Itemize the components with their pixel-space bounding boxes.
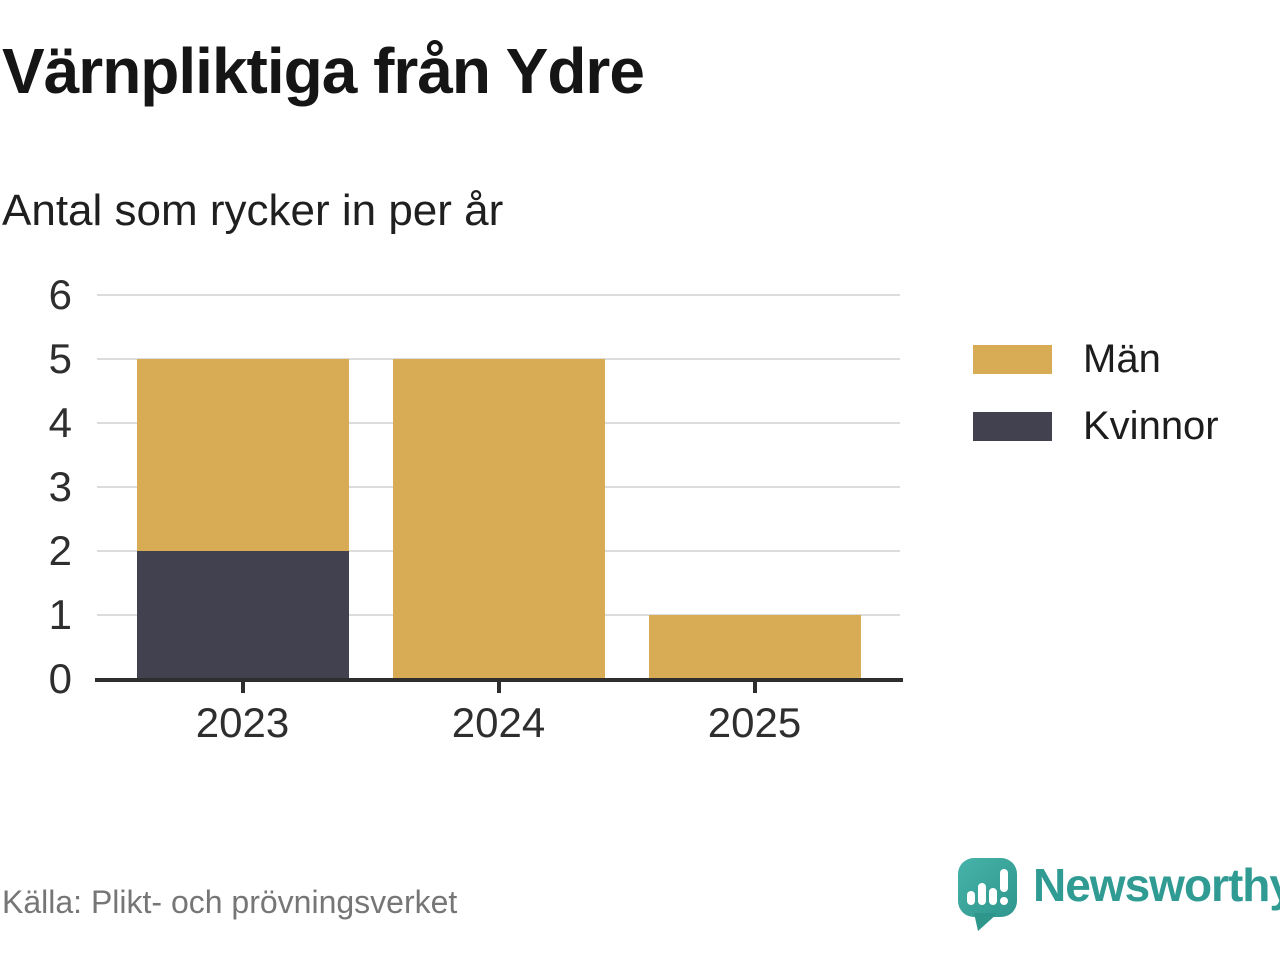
y-axis: 0 1 2 3 4 5 6 — [0, 271, 72, 702]
logo-chart-bar-icon — [967, 891, 975, 905]
legend-swatch — [973, 411, 1052, 441]
bar-segment-män-2023 — [136, 359, 349, 551]
x-tick-label: 2024 — [451, 699, 546, 746]
newsworthy-speech-bubble-chart-icon — [958, 858, 1017, 931]
x-tick — [240, 680, 245, 693]
legend-label: Män — [1083, 337, 1161, 381]
chart-subtitle: Antal som rycker in per år — [2, 186, 504, 235]
legend-label: Kvinnor — [1083, 404, 1219, 448]
bar-segment-kvinnor-2023 — [136, 551, 349, 679]
y-tick-label: 0 — [48, 655, 72, 702]
legend-swatch — [973, 344, 1052, 374]
x-tick-label: 2025 — [707, 699, 802, 746]
plot-area: 2023 2024 2025 — [95, 294, 903, 746]
y-tick-label: 4 — [48, 399, 72, 446]
logo-chart-bar-icon — [989, 888, 997, 905]
branding: Newsworthy — [958, 858, 1280, 931]
x-tick — [752, 680, 757, 693]
logo-chart-bar-icon — [978, 883, 986, 905]
y-tick-label: 2 — [48, 527, 72, 574]
x-tick — [496, 680, 501, 693]
brand-name: Newsworthy — [1033, 859, 1280, 911]
legend: Män Kvinnor — [973, 339, 1219, 446]
source-attribution: Källa: Plikt- och prövningsverket — [2, 884, 458, 920]
bar-segment-män-2025 — [648, 615, 861, 679]
legend-item-kvinnor: Kvinnor — [973, 406, 1219, 446]
legend-item-man: Män — [973, 339, 1219, 379]
y-tick-label: 5 — [48, 335, 72, 382]
logo-exclamation-dot-icon — [1000, 897, 1008, 905]
bar-segment-män-2024 — [392, 359, 605, 679]
logo-exclamation-icon — [1000, 869, 1008, 892]
y-tick-label: 6 — [48, 271, 72, 318]
x-tick-label: 2023 — [195, 699, 290, 746]
y-tick-label: 1 — [48, 591, 72, 638]
page-title: Värnpliktiga från Ydre — [2, 35, 645, 107]
gridline — [97, 294, 900, 296]
x-axis-line — [95, 678, 903, 682]
y-tick-label: 3 — [48, 463, 72, 510]
speech-bubble-tail — [974, 913, 998, 931]
